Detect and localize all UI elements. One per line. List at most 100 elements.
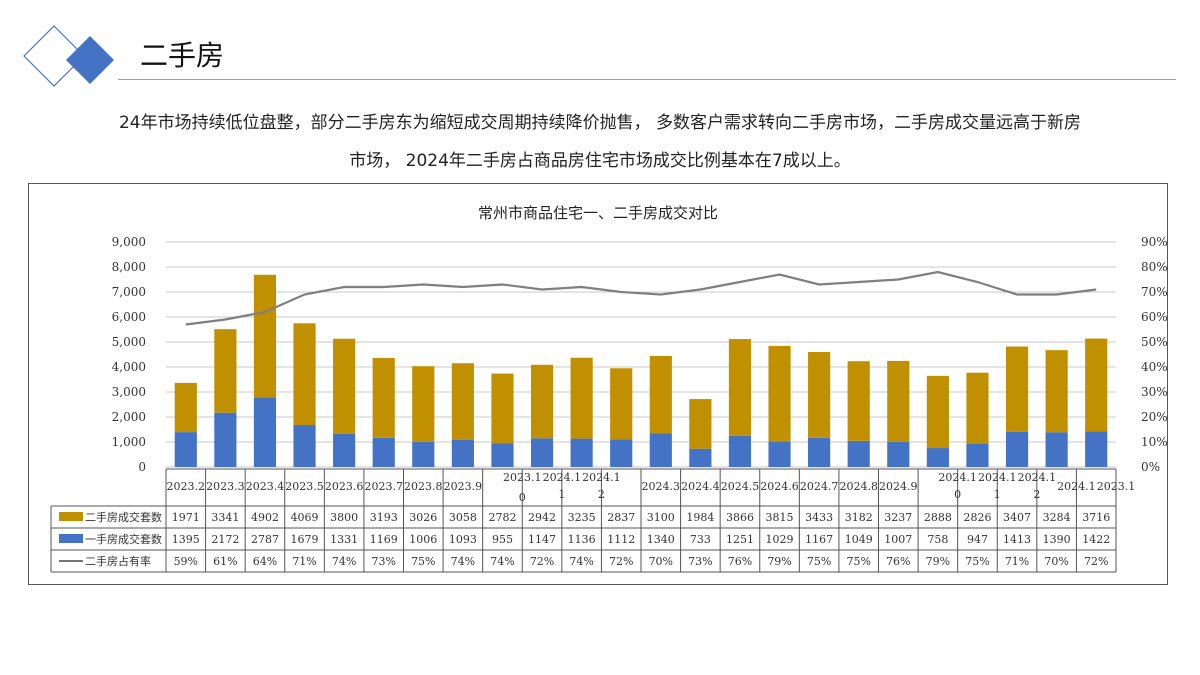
table-cell: 1112 (607, 533, 635, 546)
bar-first-hand (214, 412, 237, 467)
x-tick-label: 2024.9 (879, 480, 918, 493)
table-cell: 3026 (409, 511, 437, 524)
bar-second-hand (847, 361, 870, 441)
table-cell: 1395 (172, 533, 200, 546)
x-tick-label: 2023.8 (404, 480, 443, 493)
bar-first-hand (491, 443, 514, 467)
bar-second-hand (689, 399, 712, 449)
bar-second-hand (1045, 350, 1068, 433)
bar-second-hand (649, 356, 672, 434)
table-cell: 1971 (172, 511, 200, 524)
x-tick-label: 2024.1 (1057, 480, 1096, 493)
x-tick-label: 2024.1 (978, 471, 1017, 484)
table-cell: 70% (649, 555, 673, 568)
bar-second-hand (610, 368, 633, 440)
table-cell: 75% (807, 555, 831, 568)
legend-label: 二手房占有率 (85, 554, 151, 568)
table-cell: 3182 (845, 511, 873, 524)
table-cell: 1007 (884, 533, 912, 546)
table-cell: 3058 (449, 511, 477, 524)
y-tick-label: 7,000 (112, 285, 146, 299)
table-cell: 3193 (370, 511, 398, 524)
table-cell: 1167 (805, 533, 833, 546)
table-cell: 72% (609, 555, 633, 568)
bar-second-hand (491, 373, 514, 444)
table-cell: 1984 (686, 511, 714, 524)
bar-second-hand (966, 372, 989, 444)
x-tick-label: 2024.3 (642, 480, 681, 493)
legend-marker-second-hand (59, 512, 83, 521)
table-cell: 1679 (291, 533, 319, 546)
table-cell: 70% (1044, 555, 1068, 568)
x-tick-label: 2023.3 (206, 480, 245, 493)
y-tick-label: 6,000 (112, 310, 146, 324)
table-cell: 3407 (1003, 511, 1031, 524)
outline-diamond-icon (23, 25, 85, 87)
y2-tick-label: 80% (1141, 260, 1167, 274)
y2-tick-label: 70% (1141, 285, 1167, 299)
table-cell: 61% (213, 555, 237, 568)
ratio-line (185, 270, 1097, 326)
table-cell: 1251 (726, 533, 754, 546)
intro-paragraph: 24年市场持续低位盘整，部分二手房东为缩短成交周期持续降价抛售， 多数客户需求转… (0, 104, 1200, 180)
table-cell: 2826 (963, 511, 991, 524)
y2-tick-label: 0% (1141, 460, 1160, 474)
x-tick-label: 2023.6 (325, 480, 364, 493)
table-cell: 4902 (251, 511, 279, 524)
table-cell: 3815 (766, 511, 794, 524)
table-cell: 64% (253, 555, 277, 568)
bar-second-hand (412, 366, 435, 442)
x-tick-label: 2024.1 (543, 471, 582, 484)
bar-second-hand (768, 345, 791, 442)
y2-tick-label: 90% (1141, 235, 1167, 249)
bar-first-hand (1085, 431, 1108, 467)
table-cell: 2787 (251, 533, 279, 546)
bar-first-hand (689, 448, 712, 467)
intro-line-1: 24年市场持续低位盘整，部分二手房东为缩短成交周期持续降价抛售， 多数客户需求转… (118, 113, 1082, 133)
x-tick-label: 2024.6 (760, 480, 799, 493)
y-tick-label: 9,000 (112, 235, 146, 249)
y2-tick-label: 40% (1141, 360, 1167, 374)
bar-second-hand (570, 357, 593, 439)
x-tick-label: 2024.1 (1018, 471, 1057, 484)
intro-line-2: 市场， 2024年二手房占商品房住宅市场成交比例基本在7成以上。 (349, 151, 851, 171)
bar-first-hand (887, 441, 910, 467)
y-tick-label: 0 (138, 460, 146, 474)
table-cell: 71% (292, 555, 316, 568)
table-cell: 3716 (1082, 511, 1110, 524)
bar-first-hand (570, 438, 593, 467)
bar-first-hand (768, 441, 791, 467)
table-cell: 59% (174, 555, 198, 568)
table-cell: 1331 (330, 533, 358, 546)
table-cell: 76% (728, 555, 752, 568)
table-cell: 3100 (647, 511, 675, 524)
table-cell: 74% (332, 555, 356, 568)
x-tick-label: 2023.2 (167, 480, 206, 493)
table-cell: 3433 (805, 511, 833, 524)
table-cell: 3284 (1043, 511, 1071, 524)
table-cell: 1029 (766, 533, 794, 546)
table-cell: 1006 (409, 533, 437, 546)
table-cell: 71% (1005, 555, 1029, 568)
bar-first-hand (333, 433, 356, 467)
chart-svg: 常州市商品住宅一、二手房成交对比 0 1,000 2,000 3,000 4,000 5,0… (50, 204, 1168, 573)
table-cell: 2837 (607, 511, 635, 524)
x-tick-label: 0 (954, 488, 961, 501)
y-tick-label: 1,000 (112, 435, 146, 449)
x-tick-label: 2023.5 (285, 480, 324, 493)
x-tick-label: 2024.7 (800, 480, 839, 493)
x-tick-label: 2023.7 (364, 480, 403, 493)
bar-first-hand (293, 425, 316, 467)
legend-label: 一手房成交套数 (85, 532, 162, 546)
filled-diamond-icon (66, 36, 114, 84)
x-tick-label: 2024.5 (721, 480, 760, 493)
table-cell: 72% (1084, 555, 1108, 568)
chart-title: 常州市商品住宅一、二手房成交对比 (478, 204, 718, 222)
table-cell: 2942 (528, 511, 556, 524)
bar-first-hand (253, 397, 277, 467)
table-cell: 1136 (568, 533, 596, 546)
legend-marker-first-hand (59, 534, 83, 543)
y-tick-label: 5,000 (112, 335, 146, 349)
table-cell: 1093 (449, 533, 477, 546)
chart-panel: 常州市商品住宅一、二手房成交对比 0 1,000 2,000 3,000 4,000 5,0… (28, 183, 1168, 585)
